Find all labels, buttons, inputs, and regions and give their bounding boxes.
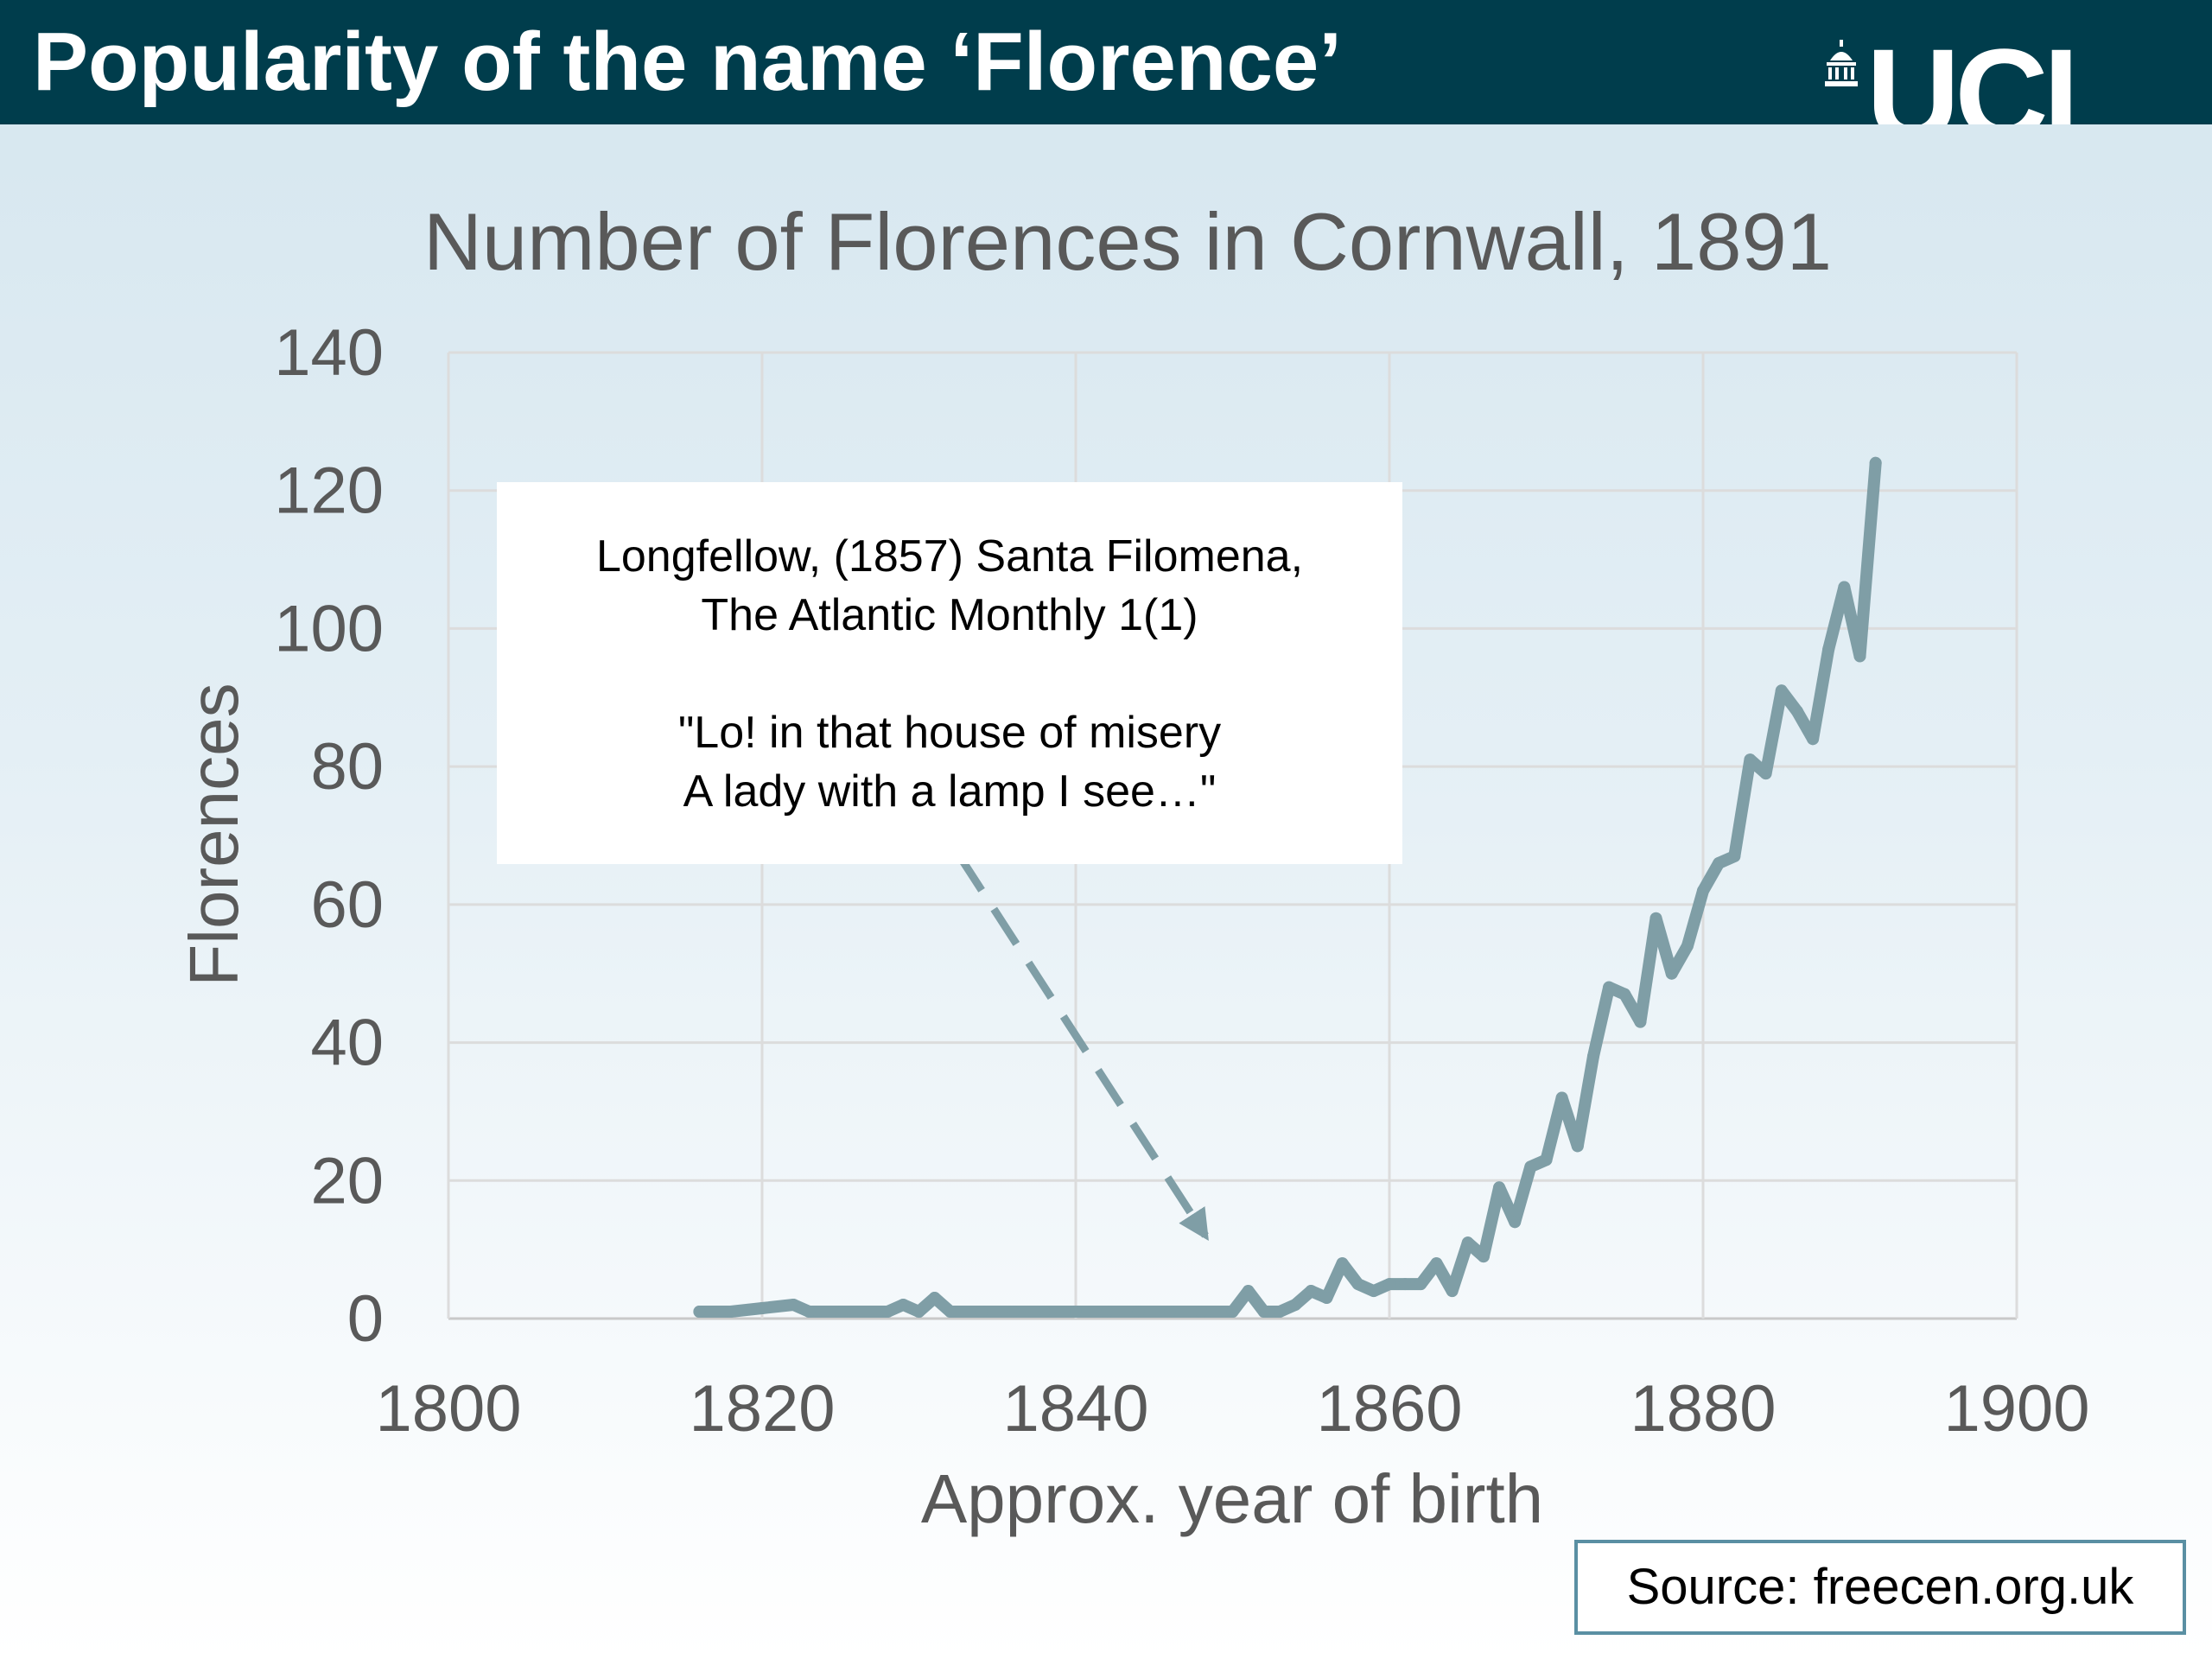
annotation-line-4: A lady with a lamp I see…"	[683, 766, 1217, 817]
y-tick-label: 0	[347, 1282, 384, 1356]
annotation-line-1: Longfellow, (1857) Santa Filomena,	[595, 531, 1304, 582]
data-point	[724, 1306, 737, 1319]
data-point	[1414, 1278, 1427, 1291]
data-point	[1665, 967, 1678, 980]
portico-dome-icon	[1825, 40, 1858, 86]
source-box: Source: freecen.org.uk	[1574, 1540, 2186, 1635]
data-point	[1399, 1278, 1412, 1291]
data-point	[1195, 1306, 1208, 1319]
data-point	[1305, 1285, 1318, 1298]
y-axis-label: Florences	[175, 683, 252, 986]
data-point	[928, 1292, 941, 1305]
y-tick-label: 140	[274, 316, 384, 390]
data-point	[1493, 1181, 1506, 1194]
data-point	[1038, 1306, 1051, 1319]
x-axis-label: Approx. year of birth	[921, 1460, 1543, 1537]
data-point	[1728, 849, 1741, 862]
data-point	[1838, 581, 1851, 594]
data-point	[1759, 767, 1772, 780]
data-point	[693, 1306, 706, 1319]
data-point	[1744, 753, 1757, 766]
data-point	[834, 1306, 847, 1319]
annotation-line-3: "Lo! in that house of misery	[677, 708, 1222, 758]
data-point	[1853, 650, 1866, 663]
data-point	[1163, 1306, 1176, 1319]
data-point	[1618, 988, 1631, 1001]
data-point	[1524, 1160, 1537, 1173]
y-tick-label: 60	[310, 868, 384, 942]
data-point	[1571, 1140, 1584, 1153]
data-point	[1540, 1154, 1553, 1166]
y-tick-label: 40	[310, 1007, 384, 1080]
data-point	[1367, 1285, 1380, 1298]
quote-annotation-box: Longfellow, (1857) Santa Filomena, The A…	[497, 482, 1402, 864]
data-point	[1461, 1236, 1474, 1249]
data-point	[944, 1306, 957, 1319]
data-point	[1555, 1091, 1568, 1104]
data-point	[897, 1299, 910, 1312]
data-point	[1289, 1299, 1302, 1312]
data-point	[1383, 1278, 1395, 1291]
data-point	[1634, 1015, 1647, 1028]
data-point	[1007, 1306, 1020, 1319]
y-axis-ticks: 0 20 40 60 80 100 120 140	[274, 316, 384, 1356]
x-tick-label: 1840	[1002, 1372, 1148, 1446]
slide-header: Popularity of the name ‘Florence’ UCL	[0, 0, 2212, 124]
data-point	[1226, 1306, 1239, 1319]
data-point	[1242, 1285, 1255, 1298]
logo-text: UCL	[1866, 33, 2122, 124]
x-axis-ticks: 1800 1820 1840 1860 1880 1900	[375, 1372, 2089, 1446]
data-point	[1273, 1306, 1286, 1319]
data-point	[1869, 456, 1882, 469]
x-tick-label: 1880	[1630, 1372, 1776, 1446]
data-point	[1509, 1216, 1522, 1229]
data-point	[1713, 856, 1726, 869]
data-point	[976, 1306, 988, 1319]
data-point	[1336, 1257, 1349, 1270]
y-tick-label: 120	[274, 454, 384, 528]
data-point	[1070, 1306, 1082, 1319]
data-points	[693, 456, 1882, 1319]
data-point	[1603, 981, 1616, 994]
data-point	[1807, 733, 1820, 746]
data-point	[1649, 912, 1662, 925]
data-point	[1681, 939, 1694, 952]
data-point	[1790, 705, 1803, 718]
x-tick-label: 1800	[375, 1372, 521, 1446]
data-point	[787, 1299, 800, 1312]
chart-title: Number of Florences in Cornwall, 1891	[423, 196, 1832, 287]
ucl-logo: UCL	[1823, 33, 2152, 124]
data-point	[756, 1302, 768, 1315]
x-tick-label: 1900	[1943, 1372, 2089, 1446]
x-tick-label: 1860	[1316, 1372, 1462, 1446]
data-point	[1351, 1278, 1364, 1291]
data-point	[1697, 884, 1709, 897]
data-point	[1775, 684, 1788, 697]
data-point	[1257, 1306, 1270, 1319]
data-point	[1101, 1306, 1114, 1319]
data-point	[881, 1306, 894, 1319]
data-point	[1132, 1306, 1145, 1319]
data-point	[1446, 1285, 1459, 1298]
y-tick-label: 20	[310, 1144, 384, 1217]
data-point	[1822, 643, 1835, 656]
slide-title: Popularity of the name ‘Florence’	[33, 16, 1342, 108]
annotation-line-2: The Atlantic Monthly 1(1)	[701, 590, 1198, 640]
y-tick-label: 80	[310, 730, 384, 804]
data-point	[912, 1306, 925, 1319]
annotation-arrow	[956, 853, 1209, 1242]
x-tick-label: 1820	[689, 1372, 835, 1446]
data-point	[1430, 1257, 1443, 1270]
y-tick-label: 100	[274, 592, 384, 665]
data-point	[1320, 1292, 1333, 1305]
data-point	[1477, 1250, 1490, 1263]
data-point	[1586, 1050, 1599, 1063]
data-point	[803, 1306, 816, 1319]
